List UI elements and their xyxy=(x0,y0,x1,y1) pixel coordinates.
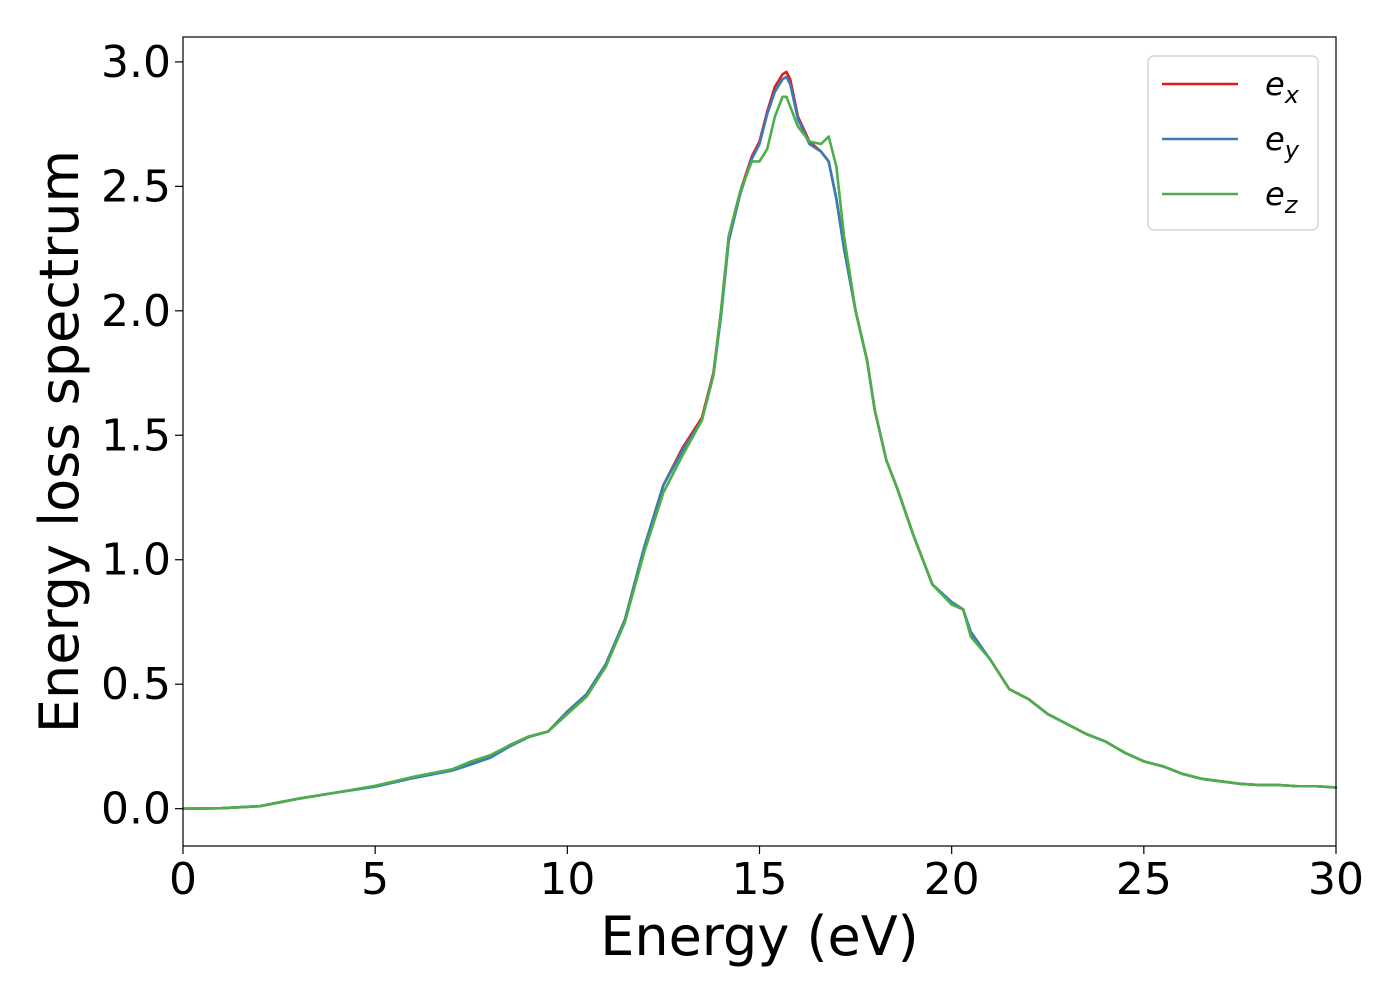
y-axis: 0.0 0.5 1.0 1.5 2.0 2.5 3.0 xyxy=(101,37,183,835)
series-line-e-z xyxy=(181,95,1338,810)
legend: ex ey ez xyxy=(1147,55,1319,231)
y-tick-label: 2.5 xyxy=(101,161,171,212)
y-tick-label: 1.5 xyxy=(101,410,171,461)
legend-label-e-x: ex xyxy=(1265,65,1300,109)
series-layer xyxy=(181,70,1338,810)
y-axis-label: Energy loss spectrum xyxy=(28,150,91,733)
y-tick-label: 0.5 xyxy=(101,659,171,710)
x-tick-label: 20 xyxy=(924,854,980,905)
x-tick-label: 25 xyxy=(1116,854,1172,905)
x-tick-label: 0 xyxy=(169,854,197,905)
x-tick-label: 15 xyxy=(732,854,788,905)
x-tick-label: 10 xyxy=(539,854,595,905)
x-axis: 0 5 10 15 20 25 30 xyxy=(169,846,1364,905)
legend-label-e-y: ey xyxy=(1265,120,1300,164)
x-tick-label: 30 xyxy=(1308,854,1364,905)
y-tick-label: 1.0 xyxy=(101,535,171,586)
y-tick-label: 2.0 xyxy=(101,286,171,337)
legend-label-e-z: ez xyxy=(1265,175,1299,219)
y-tick-label: 3.0 xyxy=(101,37,171,88)
x-tick-label: 5 xyxy=(361,854,389,905)
legend-box xyxy=(1147,55,1319,231)
y-tick-label: 0.0 xyxy=(101,784,171,835)
x-axis-label: Energy (eV) xyxy=(600,905,919,968)
